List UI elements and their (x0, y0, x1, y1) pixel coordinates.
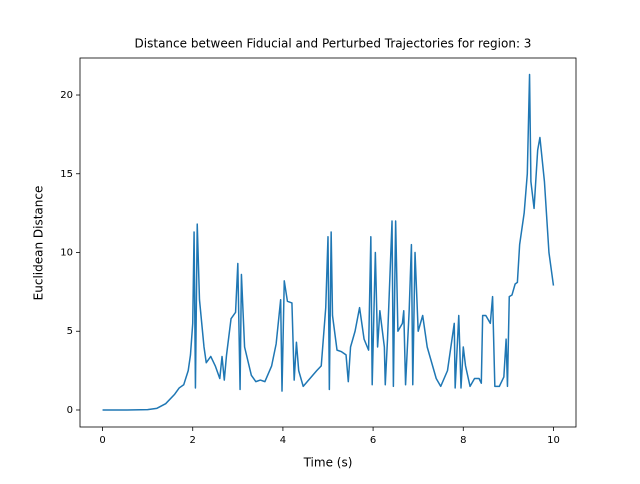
x-tick-label: 8 (460, 435, 466, 446)
x-tick-label: 4 (280, 435, 286, 446)
y-axis-label: Euclidean Distance (32, 186, 46, 301)
x-tick-label: 6 (370, 435, 376, 446)
axes-frame (79, 57, 577, 428)
chart-title: Distance between Fiducial and Perturbed … (135, 37, 532, 51)
y-tick-label: 5 (67, 326, 73, 337)
y-tick-label: 20 (60, 90, 73, 101)
x-axis-label: Time (s) (303, 456, 353, 470)
x-tick-label: 2 (190, 435, 196, 446)
x-tick-label: 10 (547, 435, 560, 446)
y-tick-label: 0 (67, 405, 73, 416)
x-tick-label: 0 (99, 435, 105, 446)
data-line (102, 73, 555, 411)
y-tick-label: 10 (60, 248, 73, 259)
y-tick-label: 15 (60, 169, 73, 180)
